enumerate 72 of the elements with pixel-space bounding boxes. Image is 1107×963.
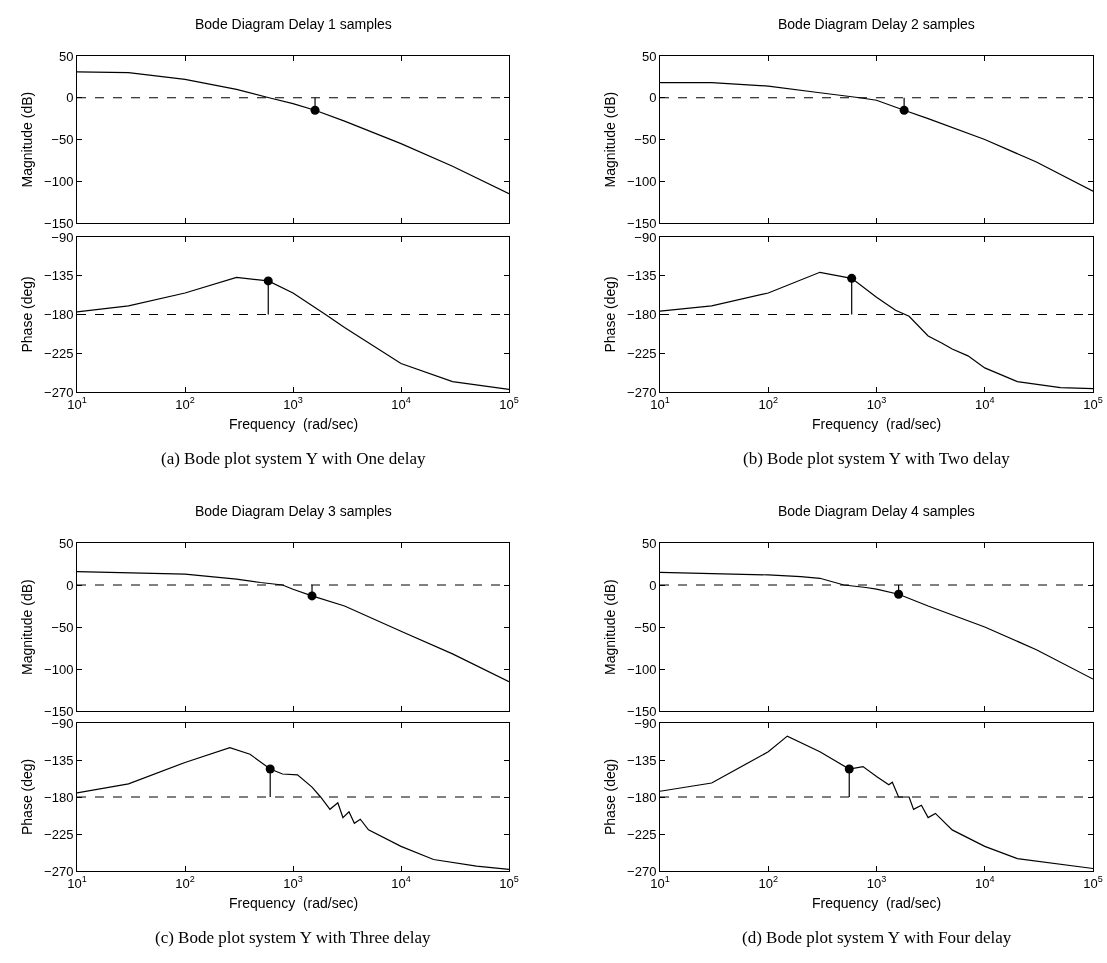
y-tick-label: −135	[44, 752, 74, 768]
y-tick-label: −150	[44, 215, 74, 231]
y-axis-title: Magnitude (dB)	[19, 579, 35, 675]
chart-title: Bode Diagram Delay 4 samples	[778, 503, 975, 519]
chart-title: Bode Diagram Delay 1 samples	[195, 16, 392, 32]
x-axis-title: Frequency (rad/sec)	[229, 416, 359, 432]
y-tick-label: 0	[66, 577, 74, 593]
y-tick-label: −225	[44, 826, 74, 842]
x-tick-label: 10$^{5}$	[499, 395, 519, 412]
x-tick-label: 10$^{3}$	[866, 874, 887, 891]
chart-title: Bode Diagram Delay 3 samples	[195, 503, 392, 519]
x-tick-label: 10$^{2}$	[758, 395, 779, 412]
y-tick-label: −180	[627, 307, 657, 323]
x-tick-label: 10$^{3}$	[866, 395, 887, 412]
y-axis-title: Magnitude (dB)	[18, 91, 35, 188]
y-tick-label: −150	[627, 215, 657, 231]
x-tick-label: 10$^{4}$	[391, 395, 411, 412]
y-tick-label: −180	[627, 789, 657, 805]
y-axis-title: Phase (deg)	[19, 758, 35, 835]
y-tick-label: 0	[649, 577, 657, 593]
text: (d) Bode plot system Y with Four delay	[742, 928, 1012, 947]
chart-title: Bode Diagram Delay 2 samples	[778, 16, 975, 32]
y-tick-label: −100	[627, 173, 657, 189]
y-tick-label: −100	[44, 173, 74, 189]
y-tick-label: 50	[641, 535, 657, 551]
y-tick-label: −100	[627, 661, 657, 677]
y-tick-label: 0	[66, 90, 74, 106]
x-tick-label: 10$^{4}$	[391, 874, 411, 891]
y-tick-label: 50	[58, 535, 74, 551]
x-axis-title: Frequency (rad/sec)	[812, 416, 942, 432]
x-tick-label: 10$^{5}$	[499, 874, 519, 891]
y-tick-label: −135	[627, 752, 657, 768]
x-tick-label: 10$^{2}$	[175, 874, 195, 891]
x-tick-label: 10$^{5}$	[1083, 395, 1103, 412]
y-tick-label: 0	[649, 90, 657, 106]
y-tick-label: −270	[627, 863, 657, 879]
y-tick-label: −135	[44, 268, 74, 284]
y-tick-label: −50	[634, 619, 657, 635]
x-tick-label: 10$^{4}$	[974, 874, 995, 891]
y-tick-label: −50	[634, 132, 657, 148]
x-tick-label: 10$^{3}$	[283, 395, 303, 412]
y-axis-title: Magnitude (dB)	[601, 91, 618, 188]
x-tick-label: 10$^{2}$	[175, 395, 195, 412]
x-tick-label: 10$^{3}$	[283, 874, 303, 891]
y-axis-title: Phase (deg)	[602, 758, 618, 835]
y-tick-label: −90	[51, 229, 74, 245]
x-tick-label: 10$^{4}$	[974, 395, 995, 412]
y-tick-label: −180	[44, 789, 74, 805]
y-tick-label: −90	[634, 229, 657, 245]
text: (c) Bode plot system Y with Three delay	[155, 928, 432, 947]
y-axis-title: Phase (deg)	[601, 276, 618, 353]
text: (a) Bode plot system Y with One delay	[161, 449, 427, 468]
y-tick-label: −270	[44, 863, 74, 879]
y-tick-label: −270	[627, 384, 657, 400]
y-tick-label: −100	[44, 661, 74, 677]
y-tick-label: −135	[627, 268, 657, 284]
y-tick-label: −270	[44, 384, 74, 400]
y-tick-label: −225	[44, 345, 74, 361]
y-axis-title: Magnitude (dB)	[602, 579, 618, 675]
x-tick-label: 10$^{5}$	[1083, 874, 1103, 891]
x-axis-title: Frequency (rad/sec)	[812, 895, 942, 911]
y-tick-label: −225	[627, 345, 657, 361]
x-axis-title: Frequency (rad/sec)	[229, 895, 359, 911]
y-tick-label: 50	[58, 48, 74, 64]
y-tick-label: −50	[51, 619, 74, 635]
y-tick-label: −180	[44, 307, 74, 323]
y-tick-label: 50	[641, 48, 657, 64]
text: (b) Bode plot system Y with Two delay	[743, 449, 1011, 468]
y-axis-title: Phase (deg)	[18, 276, 35, 353]
y-tick-label: −50	[51, 132, 74, 148]
y-tick-label: −225	[627, 826, 657, 842]
x-tick-label: 10$^{2}$	[758, 874, 779, 891]
